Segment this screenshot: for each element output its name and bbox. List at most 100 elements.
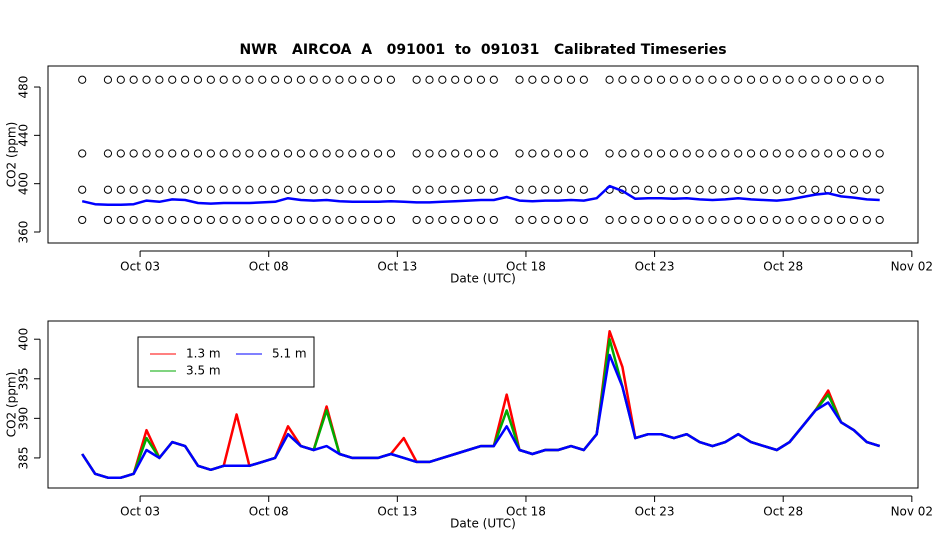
standard-point bbox=[695, 185, 704, 194]
standard-point bbox=[463, 215, 473, 225]
standard-point bbox=[193, 215, 203, 225]
standard-point bbox=[142, 215, 151, 225]
standard-point bbox=[451, 149, 460, 158]
x-tick-label: Nov 02 bbox=[891, 505, 934, 519]
standard-point bbox=[682, 185, 691, 194]
standard-point bbox=[631, 185, 640, 194]
standard-point bbox=[309, 75, 318, 84]
standard-point bbox=[554, 75, 563, 84]
x-tick-label: Nov 02 bbox=[891, 260, 934, 274]
standard-point bbox=[785, 75, 794, 84]
standard-point bbox=[412, 185, 421, 194]
standard-point bbox=[181, 75, 190, 84]
standard-point bbox=[348, 215, 357, 225]
x-tick-label: Oct 23 bbox=[635, 505, 675, 519]
standard-point bbox=[451, 75, 460, 84]
standard-point bbox=[129, 149, 138, 158]
standard-point bbox=[438, 215, 447, 225]
standard-point bbox=[232, 185, 241, 194]
standard-point bbox=[373, 185, 383, 194]
y-tick-label: 390 bbox=[17, 407, 31, 430]
standard-point bbox=[283, 185, 293, 194]
standard-point bbox=[78, 185, 87, 194]
standard-point bbox=[824, 75, 833, 84]
standard-point bbox=[373, 75, 383, 84]
standard-point bbox=[425, 75, 434, 84]
standard-point bbox=[836, 215, 846, 225]
standard-point bbox=[438, 149, 447, 158]
standard-point bbox=[528, 215, 537, 225]
standard-point bbox=[618, 149, 627, 158]
standard-point bbox=[271, 75, 280, 84]
standard-point bbox=[708, 185, 717, 194]
standard-point bbox=[515, 215, 524, 225]
standard-point bbox=[322, 215, 331, 225]
standard-point bbox=[206, 185, 215, 194]
y-axis-label: CO2 (ppm) bbox=[5, 122, 19, 188]
standard-point bbox=[296, 215, 305, 225]
standard-point bbox=[695, 149, 704, 158]
standard-point bbox=[734, 149, 743, 158]
standard-point bbox=[849, 185, 859, 194]
standard-point bbox=[528, 75, 537, 84]
standard-point bbox=[862, 185, 871, 194]
standard-point bbox=[168, 185, 177, 194]
y-tick-label: 440 bbox=[17, 124, 31, 147]
standard-point bbox=[193, 185, 203, 194]
standard-point bbox=[168, 215, 177, 225]
standard-point bbox=[245, 215, 254, 225]
standard-point bbox=[746, 149, 756, 158]
standard-point bbox=[78, 215, 87, 225]
standard-point bbox=[258, 149, 267, 158]
x-axis-label: Date (UTC) bbox=[450, 272, 516, 286]
standard-point bbox=[798, 185, 807, 194]
standard-point bbox=[605, 215, 614, 225]
standard-point bbox=[772, 149, 781, 158]
standard-point bbox=[489, 185, 498, 194]
standard-point bbox=[746, 215, 756, 225]
standard-point bbox=[193, 75, 203, 84]
x-tick-label: Oct 13 bbox=[377, 260, 417, 274]
standard-point bbox=[219, 149, 228, 158]
standard-point bbox=[412, 149, 421, 158]
standard-point bbox=[386, 75, 396, 84]
standard-point bbox=[245, 185, 254, 194]
standard-point bbox=[811, 149, 820, 158]
standard-point bbox=[412, 215, 421, 225]
x-tick-label: Oct 03 bbox=[120, 260, 160, 274]
standard-point bbox=[348, 75, 357, 84]
standard-point bbox=[181, 185, 190, 194]
standard-point bbox=[669, 75, 678, 84]
standard-point bbox=[103, 185, 113, 194]
standard-point bbox=[463, 75, 473, 84]
standard-point bbox=[322, 75, 331, 84]
standard-point bbox=[566, 149, 576, 158]
standard-point bbox=[335, 149, 344, 158]
standard-point bbox=[103, 149, 113, 158]
legend-label: 5.1 m bbox=[272, 347, 307, 361]
standard-point bbox=[168, 149, 177, 158]
standard-point bbox=[425, 185, 434, 194]
standard-point bbox=[489, 149, 498, 158]
y-tick-label: 400 bbox=[17, 328, 31, 351]
standard-point bbox=[258, 75, 267, 84]
y-tick-label: 400 bbox=[17, 172, 31, 195]
standard-point bbox=[862, 149, 871, 158]
standard-point bbox=[142, 185, 151, 194]
standard-point bbox=[579, 185, 588, 194]
standard-point bbox=[785, 215, 794, 225]
standard-point bbox=[103, 75, 113, 84]
standard-point bbox=[862, 75, 871, 84]
standard-point bbox=[656, 75, 666, 84]
standard-point bbox=[875, 215, 884, 225]
standard-point bbox=[515, 75, 524, 84]
standard-point bbox=[541, 185, 550, 194]
standard-point bbox=[554, 149, 563, 158]
standard-point bbox=[335, 75, 344, 84]
standard-point bbox=[849, 215, 859, 225]
standard-point bbox=[528, 149, 537, 158]
standard-point bbox=[232, 75, 241, 84]
standard-point bbox=[245, 75, 254, 84]
standard-point bbox=[798, 149, 807, 158]
